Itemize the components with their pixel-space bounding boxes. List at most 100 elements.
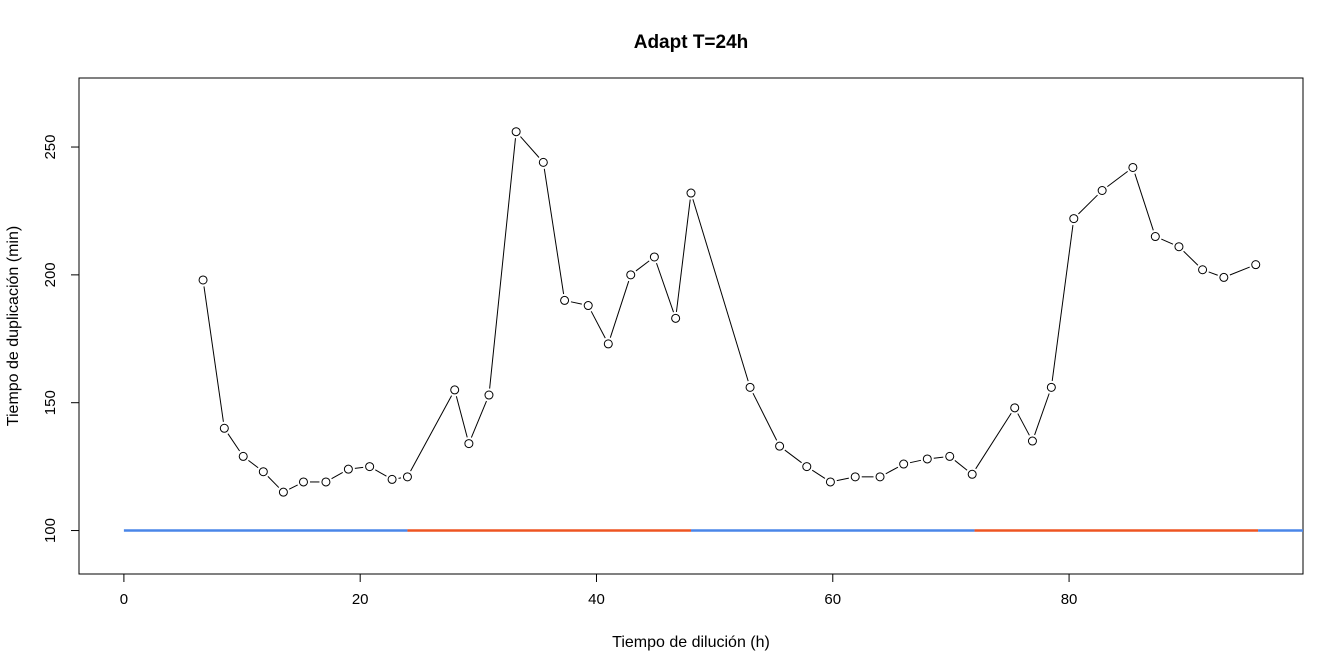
series-segment xyxy=(227,433,241,452)
series-segment xyxy=(1034,393,1050,436)
series-segment xyxy=(811,469,826,479)
series-segment xyxy=(543,168,565,295)
data-point xyxy=(802,462,812,472)
series-segment xyxy=(1183,250,1199,266)
plot-frame xyxy=(78,77,1304,575)
data-point xyxy=(511,127,521,137)
data-point xyxy=(219,423,229,433)
series-segment xyxy=(1078,194,1098,215)
series-segment xyxy=(1134,173,1154,231)
data-point xyxy=(1069,214,1079,224)
data-point xyxy=(825,477,835,487)
data-point xyxy=(387,474,397,484)
data-point xyxy=(850,472,860,482)
data-series xyxy=(198,127,1261,497)
y-tick-label: 150 xyxy=(42,390,59,415)
series-segment xyxy=(933,456,944,459)
series-segment xyxy=(784,449,802,464)
data-point xyxy=(1027,436,1037,446)
data-point xyxy=(686,188,696,198)
data-point xyxy=(464,439,474,449)
data-point xyxy=(1251,260,1261,270)
data-point xyxy=(875,472,885,482)
series-segment xyxy=(331,471,343,480)
data-point xyxy=(899,459,909,469)
x-axis: 0 20 40 60 80 xyxy=(120,573,1078,608)
data-point xyxy=(745,382,755,392)
data-point xyxy=(1010,403,1020,413)
data-point xyxy=(450,385,460,395)
data-point xyxy=(1097,185,1107,195)
series-segment xyxy=(692,199,749,382)
chart-title: Adapt T=24h xyxy=(634,32,749,53)
data-point xyxy=(649,252,659,262)
data-point xyxy=(922,454,932,464)
data-point xyxy=(626,270,636,280)
x-tick-label: 80 xyxy=(1061,591,1078,608)
series-segment xyxy=(909,459,922,464)
data-point xyxy=(402,472,412,482)
series-segment xyxy=(656,262,674,313)
data-point xyxy=(258,467,268,477)
series-segment xyxy=(836,477,849,482)
x-tick-label: 60 xyxy=(824,591,841,608)
data-point xyxy=(343,464,353,474)
y-tick-label: 200 xyxy=(42,262,59,287)
series-segment xyxy=(248,459,259,469)
series-segment xyxy=(375,469,387,477)
data-point xyxy=(1150,232,1160,242)
series-segment xyxy=(203,286,224,422)
data-point xyxy=(775,441,785,451)
data-point xyxy=(967,469,977,479)
x-tick-label: 40 xyxy=(588,591,605,608)
data-point xyxy=(198,275,208,285)
series-segment xyxy=(570,301,582,305)
series-segment xyxy=(354,466,364,469)
x-tick-label: 20 xyxy=(352,591,369,608)
data-point xyxy=(603,339,613,349)
series-segment xyxy=(288,484,298,490)
data-point xyxy=(1174,242,1184,252)
series-segment xyxy=(1107,170,1128,187)
data-point xyxy=(671,313,681,323)
series-segment xyxy=(410,395,453,472)
data-point xyxy=(1198,265,1208,275)
series-segment xyxy=(954,460,968,471)
data-point xyxy=(1046,382,1056,392)
data-point xyxy=(945,451,955,461)
y-tick-label: 250 xyxy=(42,135,59,160)
series-segment xyxy=(1161,238,1174,245)
data-point xyxy=(1128,162,1138,172)
data-point xyxy=(560,295,570,305)
data-point xyxy=(238,451,248,461)
x-tick-label: 0 xyxy=(120,591,128,608)
series-segment xyxy=(1051,224,1074,381)
y-axis-label: Tiempo de duplicación (min) xyxy=(5,226,22,426)
series-segment xyxy=(885,466,899,475)
data-point xyxy=(321,477,331,487)
series-segment xyxy=(520,136,540,158)
data-point xyxy=(298,477,308,487)
data-point xyxy=(1219,272,1229,282)
series-segment xyxy=(635,260,650,272)
y-tick-label: 100 xyxy=(42,518,59,543)
x-axis-label: Tiempo de dilución (h) xyxy=(612,634,770,651)
data-point xyxy=(365,462,375,472)
data-point xyxy=(278,487,288,497)
data-point xyxy=(538,157,548,167)
series-segment xyxy=(489,138,516,389)
series-segment xyxy=(1017,413,1030,436)
series-segment xyxy=(1229,266,1250,276)
data-point xyxy=(583,301,593,311)
series-segment xyxy=(675,199,691,312)
series-segment xyxy=(590,311,606,339)
series-segment xyxy=(752,392,778,441)
series-segment xyxy=(1208,271,1218,276)
series-segment xyxy=(455,396,468,438)
y-axis: 100 150 200 250 xyxy=(42,135,80,543)
series-segment xyxy=(470,400,487,438)
series-segment xyxy=(609,280,630,338)
data-point xyxy=(484,390,494,400)
series-segment xyxy=(975,413,1012,470)
